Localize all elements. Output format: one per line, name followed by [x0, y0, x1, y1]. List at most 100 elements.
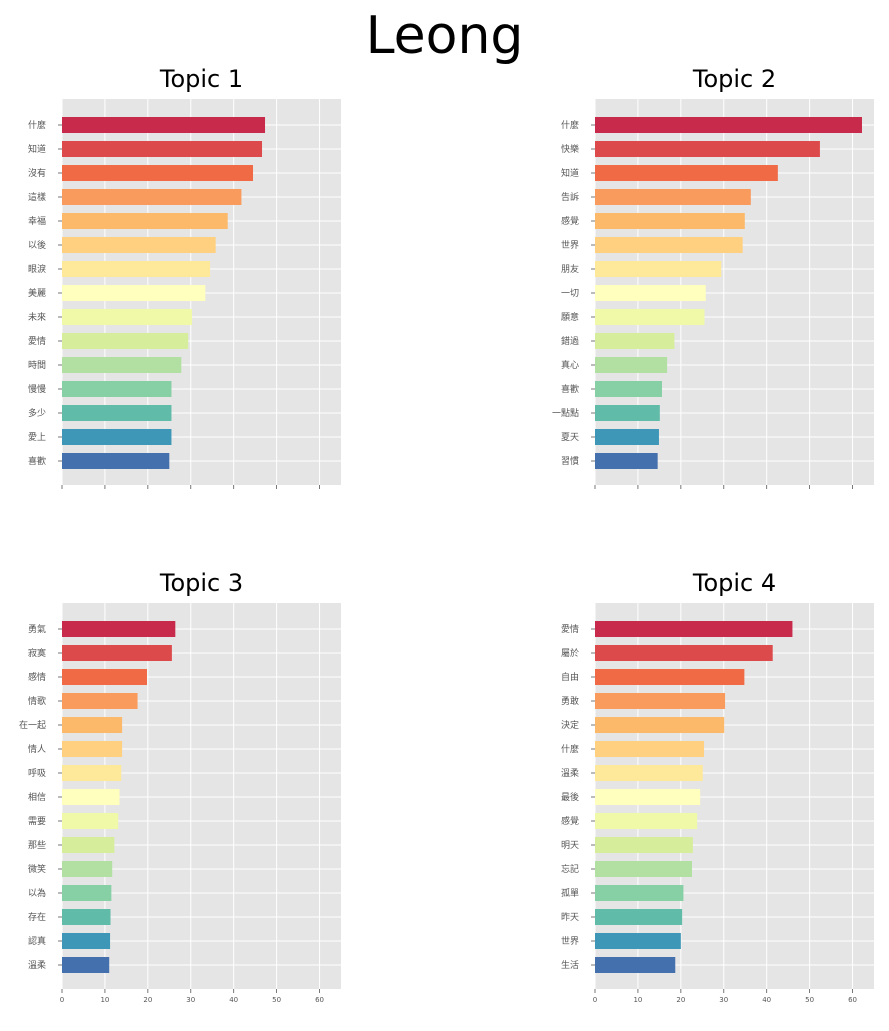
x-tick-label: 20: [143, 996, 152, 1004]
bar-5: [62, 717, 123, 733]
y-tick-label: 在一起: [19, 719, 46, 731]
bar-5: [62, 213, 228, 229]
x-tick-label: 50: [805, 996, 814, 1004]
y-tick-label: 屬於: [561, 647, 579, 659]
y-tick-label: 決定: [561, 719, 579, 731]
y-tick-label: 情歌: [28, 695, 46, 707]
bar-4: [62, 693, 138, 709]
bar-8: [62, 285, 206, 301]
bar-13: [595, 909, 683, 925]
bar-10: [595, 333, 675, 349]
y-tick-label: 習慣: [561, 455, 579, 467]
y-tick-label: 一切: [561, 288, 579, 299]
bar-10: [595, 837, 693, 853]
x-tick-label: 20: [676, 996, 685, 1004]
y-tick-label: 認真: [28, 935, 46, 947]
bar-15: [62, 453, 170, 469]
y-tick-label: 呼吸: [28, 768, 46, 779]
y-tick-label: 這樣: [28, 191, 46, 203]
bar-14: [62, 429, 172, 445]
y-tick-label: 感覺: [561, 815, 579, 827]
chart-title: Topic 1: [159, 65, 243, 93]
bar-4: [62, 189, 242, 205]
bar-4: [595, 693, 726, 709]
bar-3: [62, 165, 254, 181]
y-tick-label: 什麼: [561, 743, 579, 755]
bar-3: [62, 669, 147, 685]
bar-10: [62, 837, 115, 853]
chart-title: Topic 3: [159, 569, 243, 597]
y-tick-label: 需要: [28, 816, 46, 827]
x-tick-label: 40: [762, 996, 771, 1004]
bar-1: [62, 117, 266, 133]
bar-11: [62, 357, 182, 373]
bar-9: [62, 309, 193, 325]
y-tick-label: 愛情: [28, 335, 46, 347]
y-tick-label: 慢慢: [28, 383, 46, 395]
bar-7: [62, 261, 211, 277]
y-tick-label: 昨天: [561, 911, 579, 923]
y-tick-label: 微笑: [28, 863, 46, 875]
y-tick-label: 一點點: [552, 407, 579, 419]
y-tick-label: 溫柔: [28, 960, 46, 971]
bar-14: [595, 933, 681, 949]
y-tick-label: 世界: [561, 239, 579, 251]
y-tick-label: 未來: [28, 311, 46, 323]
bar-13: [595, 405, 660, 421]
bar-1: [62, 621, 176, 637]
bar-12: [62, 381, 172, 397]
y-tick-label: 朋友: [561, 263, 579, 275]
y-tick-label: 感情: [28, 671, 46, 683]
x-tick-label: 0: [60, 996, 64, 1004]
x-tick-label: 50: [272, 996, 281, 1004]
y-tick-label: 多少: [28, 407, 46, 419]
y-tick-label: 相信: [28, 791, 46, 803]
x-tick-label: 10: [100, 996, 109, 1004]
bar-3: [595, 669, 745, 685]
y-tick-label: 眼淚: [28, 263, 46, 275]
bar-15: [595, 957, 676, 973]
y-tick-label: 明天: [561, 840, 579, 851]
chart-title: Topic 4: [692, 569, 776, 597]
y-tick-label: 什麼: [28, 119, 46, 131]
bar-13: [62, 909, 111, 925]
bar-4: [595, 189, 751, 205]
bar-14: [595, 429, 659, 445]
bar-8: [595, 789, 701, 805]
bar-7: [62, 765, 122, 781]
y-tick-label: 什麼: [561, 119, 579, 131]
x-tick-label: 30: [719, 996, 728, 1004]
y-tick-label: 時間: [28, 360, 46, 371]
y-tick-label: 快樂: [561, 143, 579, 155]
y-tick-label: 最後: [561, 791, 579, 803]
bar-12: [62, 885, 112, 901]
y-tick-label: 勇氣: [28, 623, 46, 635]
bar-3: [595, 165, 778, 181]
x-tick-label: 30: [186, 996, 195, 1004]
bar-15: [62, 957, 110, 973]
y-tick-label: 美麗: [28, 287, 46, 299]
x-tick-label: 60: [315, 996, 324, 1004]
bar-12: [595, 885, 684, 901]
bar-6: [595, 741, 705, 757]
bar-12: [595, 381, 662, 397]
y-tick-label: 知道: [28, 143, 46, 155]
bar-13: [62, 405, 172, 421]
bar-11: [595, 861, 693, 877]
y-tick-label: 生活: [561, 959, 579, 971]
bar-6: [62, 237, 216, 253]
bar-10: [62, 333, 189, 349]
y-tick-label: 寂寞: [28, 647, 46, 659]
y-tick-label: 溫柔: [561, 768, 579, 779]
y-tick-label: 那些: [28, 839, 46, 851]
y-tick-label: 忘記: [561, 863, 579, 875]
bar-9: [62, 813, 119, 829]
y-tick-label: 愛上: [28, 431, 46, 443]
bar-2: [595, 645, 773, 661]
y-tick-label: 世界: [561, 935, 579, 947]
bar-15: [595, 453, 658, 469]
